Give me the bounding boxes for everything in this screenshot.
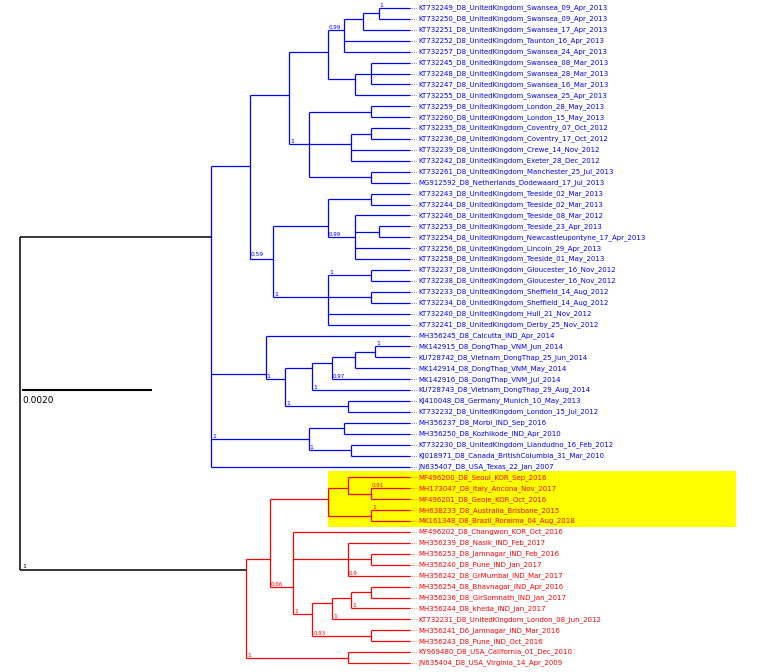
Text: 1: 1 — [294, 609, 298, 614]
Text: KT732240_D8_UnitedKingdom_Hull_21_Nov_2012: KT732240_D8_UnitedKingdom_Hull_21_Nov_20… — [418, 310, 591, 317]
Text: 1: 1 — [266, 374, 270, 379]
Text: MK142916_D8_DongThap_VNM_Jul_2014: MK142916_D8_DongThap_VNM_Jul_2014 — [418, 376, 561, 382]
Text: KT732247_D8_UnitedKingdom_Swansea_16_Mar_2013: KT732247_D8_UnitedKingdom_Swansea_16_Mar… — [418, 81, 608, 88]
Text: KT732234_D8_UnitedKingdom_Sheffield_14_Aug_2012: KT732234_D8_UnitedKingdom_Sheffield_14_A… — [418, 299, 608, 306]
Text: KU728742_D8_Vietnam_DongThap_25_Jun_2014: KU728742_D8_Vietnam_DongThap_25_Jun_2014 — [418, 354, 587, 361]
Text: 0.93: 0.93 — [313, 631, 326, 636]
Text: 1: 1 — [313, 385, 317, 390]
Text: MK142915_D8_DongThap_VNM_Jun_2014: MK142915_D8_DongThap_VNM_Jun_2014 — [418, 343, 563, 350]
Text: 1: 1 — [247, 653, 251, 657]
Text: KT732232_D8_UnitedKingdom_London_15_Jul_2012: KT732232_D8_UnitedKingdom_London_15_Jul_… — [418, 409, 598, 415]
Text: MH356254_D8_Bhavnagar_IND_Apr_2016: MH356254_D8_Bhavnagar_IND_Apr_2016 — [418, 583, 563, 590]
Text: JN635407_D8_USA_Texas_22_Jan_2007: JN635407_D8_USA_Texas_22_Jan_2007 — [418, 463, 554, 470]
Text: KT732258_D8_UnitedKingdom_Teeside_01_May_2013: KT732258_D8_UnitedKingdom_Teeside_01_May… — [418, 256, 605, 263]
Text: KT732255_D8_UnitedKingdom_Swansea_25_Apr_2013: KT732255_D8_UnitedKingdom_Swansea_25_Apr… — [418, 92, 607, 99]
Text: MH356245_D8_Calcutta_IND_Apr_2014: MH356245_D8_Calcutta_IND_Apr_2014 — [418, 332, 555, 339]
Text: 1: 1 — [376, 341, 380, 347]
Text: KT732243_D8_UnitedKingdom_Teeside_02_Mar_2013: KT732243_D8_UnitedKingdom_Teeside_02_Mar… — [418, 190, 603, 197]
Text: KJ018971_D8_Canada_BritishColumbia_31_Mar_2010: KJ018971_D8_Canada_BritishColumbia_31_Ma… — [418, 452, 604, 459]
Text: KT732237_D8_UnitedKingdom_Gloucester_16_Nov_2012: KT732237_D8_UnitedKingdom_Gloucester_16_… — [418, 267, 615, 274]
Text: MH356237_D8_Morbi_IND_Sep_2016: MH356237_D8_Morbi_IND_Sep_2016 — [418, 419, 546, 426]
Text: 0.59: 0.59 — [251, 252, 264, 257]
Text: 1: 1 — [309, 445, 313, 450]
Text: KU728743_D8_Vietnam_DongThap_29_Aug_2014: KU728743_D8_Vietnam_DongThap_29_Aug_2014 — [418, 386, 590, 394]
Text: KT732261_D8_UnitedKingdom_Manchester_25_Jul_2013: KT732261_D8_UnitedKingdom_Manchester_25_… — [418, 169, 614, 175]
Text: JN635404_D8_USA_Virginia_14_Apr_2009: JN635404_D8_USA_Virginia_14_Apr_2009 — [418, 660, 562, 667]
Text: 0.66: 0.66 — [270, 581, 283, 587]
Text: 0.9: 0.9 — [348, 571, 358, 576]
Text: KT732244_D8_UnitedKingdom_Teeside_02_Mar_2013: KT732244_D8_UnitedKingdom_Teeside_02_Mar… — [418, 201, 603, 208]
Text: MH356244_D8_kheda_IND_Jan_2017: MH356244_D8_kheda_IND_Jan_2017 — [418, 605, 545, 612]
Text: KJ410048_D8_Germany_Munich_10_May_2013: KJ410048_D8_Germany_Munich_10_May_2013 — [418, 398, 580, 405]
Text: KT732235_D8_UnitedKingdom_Coventry_07_Oct_2012: KT732235_D8_UnitedKingdom_Coventry_07_Oc… — [418, 125, 608, 132]
Text: KT732246_D8_UnitedKingdom_Teeside_08_Mar_2012: KT732246_D8_UnitedKingdom_Teeside_08_Mar… — [418, 212, 603, 219]
Text: KT732248_D8_UnitedKingdom_Swansea_28_Mar_2013: KT732248_D8_UnitedKingdom_Swansea_28_Mar… — [418, 70, 608, 77]
Text: MK161348_D8_Brazil_Roraima_04_Aug_2018: MK161348_D8_Brazil_Roraima_04_Aug_2018 — [418, 517, 575, 524]
Text: KT732233_D8_UnitedKingdom_Sheffield_14_Aug_2012: KT732233_D8_UnitedKingdom_Sheffield_14_A… — [418, 288, 608, 295]
Text: KT732236_D8_UnitedKingdom_Coventry_17_Oct_2012: KT732236_D8_UnitedKingdom_Coventry_17_Oc… — [418, 136, 608, 142]
Text: 1: 1 — [286, 401, 290, 407]
Text: 0.91: 0.91 — [372, 483, 384, 489]
Text: KY969480_D8_USA_California_01_Dec_2010: KY969480_D8_USA_California_01_Dec_2010 — [418, 648, 572, 655]
Text: 1: 1 — [329, 270, 333, 276]
Text: 1: 1 — [290, 140, 294, 144]
Text: 1: 1 — [333, 614, 337, 620]
Text: KT732230_D8_UnitedKingdom_Llandudno_16_Feb_2012: KT732230_D8_UnitedKingdom_Llandudno_16_F… — [418, 442, 613, 448]
Text: KT732238_D8_UnitedKingdom_Gloucester_16_Nov_2012: KT732238_D8_UnitedKingdom_Gloucester_16_… — [418, 278, 615, 284]
Text: MH356241_D6_Jamnagar_IND_Mar_2016: MH356241_D6_Jamnagar_IND_Mar_2016 — [418, 627, 560, 634]
Text: KT732253_D8_UnitedKingdom_Teeside_23_Apr_2013: KT732253_D8_UnitedKingdom_Teeside_23_Apr… — [418, 223, 602, 230]
Text: MF496201_D8_Geoje_KOR_Oct_2016: MF496201_D8_Geoje_KOR_Oct_2016 — [418, 496, 546, 503]
Text: MH356239_D8_Nasik_IND_Feb_2017: MH356239_D8_Nasik_IND_Feb_2017 — [418, 540, 545, 546]
Text: MF496202_D8_Changwon_KOR_Oct_2016: MF496202_D8_Changwon_KOR_Oct_2016 — [418, 529, 563, 536]
Text: KT732260_D8_UnitedKingdom_London_15_May_2013: KT732260_D8_UnitedKingdom_London_15_May_… — [418, 114, 605, 120]
Text: 1: 1 — [274, 292, 278, 297]
Text: MH356250_D8_Kozhikode_IND_Apr_2010: MH356250_D8_Kozhikode_IND_Apr_2010 — [418, 430, 561, 437]
Text: 1: 1 — [353, 603, 356, 608]
Text: KT732249_D8_UnitedKingdom_Swansea_09_Apr_2013: KT732249_D8_UnitedKingdom_Swansea_09_Apr… — [418, 5, 608, 11]
Text: KT732239_D8_UnitedKingdom_Crewe_14_Nov_2012: KT732239_D8_UnitedKingdom_Crewe_14_Nov_2… — [418, 146, 600, 153]
Text: KT732256_D8_UnitedKingdom_Lincoln_29_Apr_2013: KT732256_D8_UnitedKingdom_Lincoln_29_Apr… — [418, 245, 601, 251]
Text: KT732251_D8_UnitedKingdom_Swansea_17_Apr_2013: KT732251_D8_UnitedKingdom_Swansea_17_Apr… — [418, 26, 608, 33]
Text: MH356243_D8_Pune_IND_Oct_2016: MH356243_D8_Pune_IND_Oct_2016 — [418, 638, 543, 644]
Text: KT732254_D8_UnitedKingdom_Newcastleupontyne_17_Apr_2013: KT732254_D8_UnitedKingdom_Newcastleupont… — [418, 234, 645, 241]
Text: MH356236_D8_GirSomnath_IND_Jan_2017: MH356236_D8_GirSomnath_IND_Jan_2017 — [418, 594, 566, 601]
Text: 0.97: 0.97 — [333, 374, 345, 379]
Text: MH638233_D8_Australia_Brisbane_2015: MH638233_D8_Australia_Brisbane_2015 — [418, 507, 559, 513]
Text: MH356253_D8_Jamnagar_IND_Feb_2016: MH356253_D8_Jamnagar_IND_Feb_2016 — [418, 550, 559, 557]
Text: KT732242_D8_UnitedKingdom_Exeter_28_Dec_2012: KT732242_D8_UnitedKingdom_Exeter_28_Dec_… — [418, 157, 600, 164]
Text: MK142914_D8_DongThap_VNM_May_2014: MK142914_D8_DongThap_VNM_May_2014 — [418, 365, 566, 372]
Text: KT732259_D8_UnitedKingdom_London_28_May_2013: KT732259_D8_UnitedKingdom_London_28_May_… — [418, 103, 605, 110]
Bar — [328, 472, 736, 527]
Text: MG912592_D8_Netherlands_Dodewaard_17_Jul_2013: MG912592_D8_Netherlands_Dodewaard_17_Jul… — [418, 179, 605, 186]
Text: 1: 1 — [380, 3, 384, 8]
Text: MF496200_D8_Seoul_KOR_Sep_2016: MF496200_D8_Seoul_KOR_Sep_2016 — [418, 474, 547, 480]
Text: MH173047_D8_Italy_Ancona_Nov_2017: MH173047_D8_Italy_Ancona_Nov_2017 — [418, 485, 556, 492]
Text: 1: 1 — [372, 505, 376, 510]
Text: MH356242_D8_GrMumbai_IND_Mar_2017: MH356242_D8_GrMumbai_IND_Mar_2017 — [418, 573, 562, 579]
Text: 0.0020: 0.0020 — [22, 396, 54, 405]
Text: MH356240_D8_Pune_IND_Jan_2017: MH356240_D8_Pune_IND_Jan_2017 — [418, 561, 541, 568]
Text: KT732257_D8_UnitedKingdom_Swansea_24_Apr_2013: KT732257_D8_UnitedKingdom_Swansea_24_Apr… — [418, 48, 607, 55]
Text: KT732252_D8_UnitedKingdom_Taunton_16_Apr_2013: KT732252_D8_UnitedKingdom_Taunton_16_Apr… — [418, 38, 604, 44]
Text: KT732245_D8_UnitedKingdom_Swansea_08_Mar_2013: KT732245_D8_UnitedKingdom_Swansea_08_Mar… — [418, 59, 608, 66]
Text: KT732241_D8_UnitedKingdom_Derby_25_Nov_2012: KT732241_D8_UnitedKingdom_Derby_25_Nov_2… — [418, 321, 598, 328]
Text: 0.99: 0.99 — [329, 233, 341, 237]
Text: KT732231_D8_UnitedKingdom_London_08_Jun_2012: KT732231_D8_UnitedKingdom_London_08_Jun_… — [418, 616, 601, 623]
Text: 1: 1 — [212, 434, 216, 439]
Text: 0.99: 0.99 — [329, 25, 341, 30]
Text: KT732250_D8_UnitedKingdom_Swansea_09_Apr_2013: KT732250_D8_UnitedKingdom_Swansea_09_Apr… — [418, 15, 608, 22]
Text: 1: 1 — [22, 564, 26, 569]
